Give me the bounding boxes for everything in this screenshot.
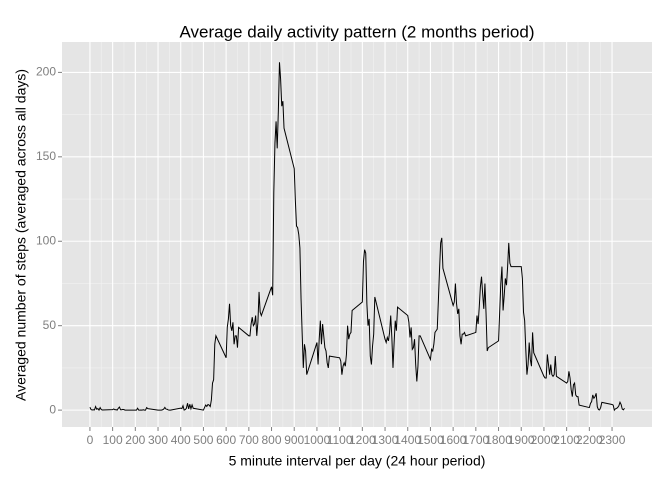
- y-axis-label: Averaged number of steps (averaged acros…: [13, 69, 29, 401]
- y-tick-label: 200: [36, 65, 56, 79]
- x-tick-label: 2300: [599, 433, 626, 447]
- x-tick-label: 1900: [508, 433, 535, 447]
- marks: [89, 62, 625, 412]
- x-tick-label: 800: [262, 433, 282, 447]
- chart-title: Average daily activity pattern (2 months…: [180, 22, 535, 41]
- x-tick-label: 900: [284, 433, 304, 447]
- y-tick-label: 100: [36, 233, 56, 247]
- x-tick-label: 300: [148, 433, 168, 447]
- x-tick-label: 0: [87, 433, 94, 447]
- plot-panel: [62, 42, 652, 427]
- x-tick-label: 500: [193, 433, 213, 447]
- x-tick-label: 1700: [462, 433, 489, 447]
- x-tick-label: 600: [216, 433, 236, 447]
- y-tick-label: 150: [36, 149, 56, 163]
- x-tick-label: 2000: [531, 433, 558, 447]
- x-tick-label: 2200: [576, 433, 603, 447]
- x-tick-label: 1000: [304, 433, 331, 447]
- x-axis-label: 5 minute interval per day (24 hour perio…: [229, 453, 486, 469]
- x-tick-label: 100: [103, 433, 123, 447]
- x-tick-label: 700: [239, 433, 259, 447]
- x-tick-label: 1100: [327, 433, 353, 447]
- data-line: [89, 62, 625, 412]
- y-tick-label: 50: [43, 318, 57, 332]
- x-tick-label: 2100: [553, 433, 580, 447]
- y-tick-label: 0: [49, 402, 56, 416]
- x-tick-label: 1600: [440, 433, 467, 447]
- x-tick-label: 1300: [372, 433, 399, 447]
- x-tick-label: 1500: [417, 433, 444, 447]
- x-tick-label: 1400: [394, 433, 421, 447]
- x-tick-label: 200: [125, 433, 145, 447]
- x-tick-label: 1800: [485, 433, 512, 447]
- x-tick-label: 400: [171, 433, 191, 447]
- grid: [62, 42, 652, 427]
- x-tick-label: 1200: [349, 433, 376, 447]
